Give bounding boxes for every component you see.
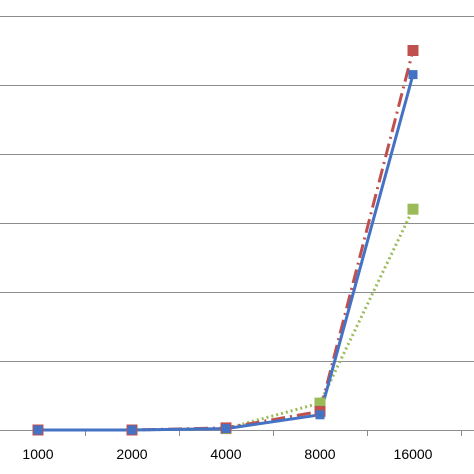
series-2-line: [38, 50, 415, 432]
series-1-point-8000: [315, 410, 325, 420]
series-3-point-16000: [407, 203, 419, 215]
series-3-point-8000: [314, 397, 326, 409]
series-1-markers: [33, 70, 418, 435]
x-tick-label-8000: 8000: [304, 446, 335, 462]
series-1-point-16000: [408, 70, 418, 80]
series-3-line: [38, 208, 415, 432]
x-tick-label-2000: 2000: [116, 446, 147, 462]
series-3-markers: [32, 203, 419, 436]
series-1: [38, 74, 415, 432]
series-1-point-2000: [127, 425, 137, 435]
series-1-point-1000: [33, 425, 43, 435]
series-1-point-4000: [221, 424, 231, 434]
x-tick-labels: 1000 2000 4000 8000 16000: [22, 446, 432, 462]
series-2-point-16000: [407, 45, 419, 56]
series-1-line: [38, 74, 415, 432]
series-2-markers: [32, 45, 419, 436]
x-tick-label-4000: 4000: [210, 446, 241, 462]
series-3: [38, 208, 415, 432]
x-tick-label-1000: 1000: [22, 446, 53, 462]
series-2: [38, 50, 415, 432]
gridlines: [0, 16, 474, 362]
series-group: [32, 45, 419, 436]
x-tick-label-16000: 16000: [394, 446, 433, 462]
